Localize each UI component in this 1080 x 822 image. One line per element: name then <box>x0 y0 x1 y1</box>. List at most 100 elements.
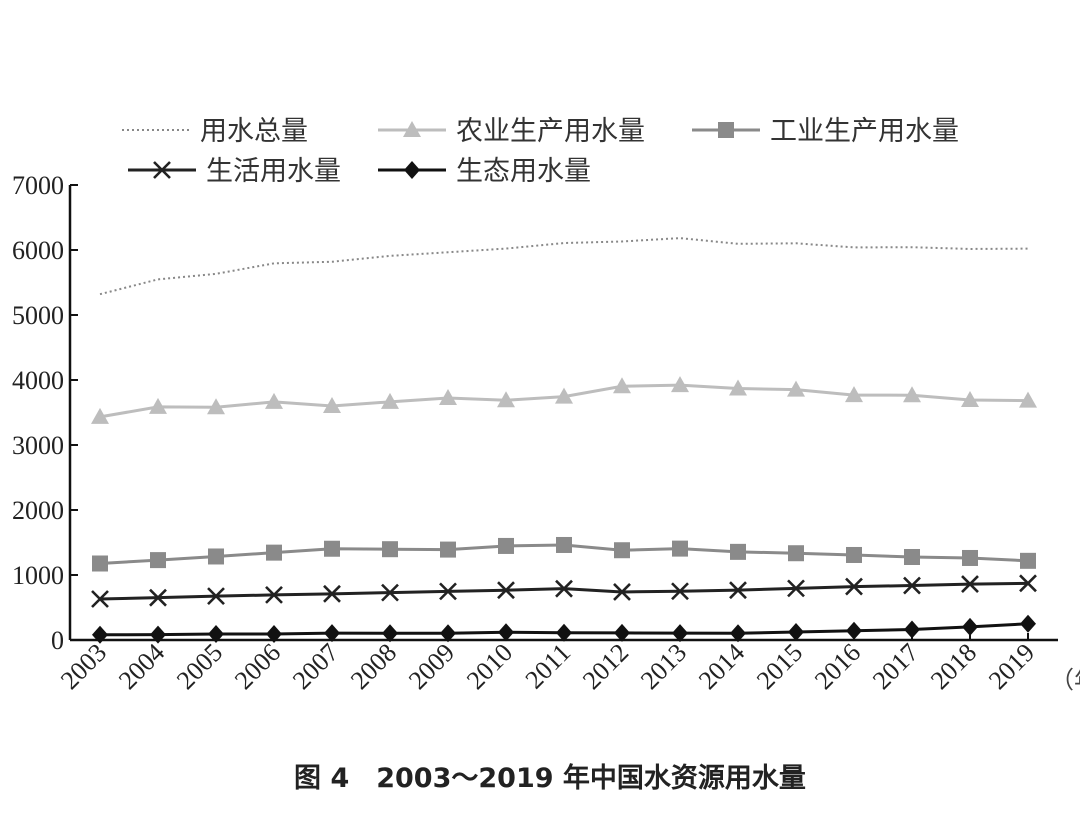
y-tick-label: 7000 <box>12 171 64 200</box>
data-point <box>265 392 283 409</box>
y-tick-label: 3000 <box>12 431 64 460</box>
x-tick-label: 2012 <box>577 638 634 695</box>
legend-label: 生活用水量 <box>206 156 341 187</box>
legend-label: 农业生产用水量 <box>456 116 645 147</box>
y-tick-label: 1000 <box>12 561 64 590</box>
data-point <box>729 379 747 396</box>
data-point <box>208 548 224 565</box>
y-tick-label: 5000 <box>12 301 64 330</box>
data-point <box>787 579 805 598</box>
data-point <box>382 624 398 643</box>
x-tick-label: 2018 <box>925 638 982 695</box>
y-tick-label: 2000 <box>12 496 64 525</box>
data-point <box>440 624 456 643</box>
data-point <box>962 617 978 636</box>
data-point <box>613 583 631 601</box>
series-5 <box>92 614 1036 644</box>
data-point <box>671 376 689 393</box>
data-point <box>1019 391 1037 408</box>
data-point <box>439 582 457 601</box>
x-tick-label: 2006 <box>229 638 286 695</box>
y-tick-label: 4000 <box>12 366 64 395</box>
data-point <box>266 544 282 561</box>
x-tick-label: 2010 <box>461 638 518 695</box>
series-layer <box>91 237 1037 644</box>
data-point <box>788 623 804 642</box>
series-1 <box>99 237 1029 296</box>
data-point <box>904 620 920 639</box>
legend-marker <box>403 121 421 137</box>
data-point <box>556 623 572 642</box>
data-point <box>961 390 979 407</box>
data-point <box>323 397 341 413</box>
data-point <box>265 585 283 604</box>
data-point <box>614 542 630 559</box>
series-line <box>99 581 1029 601</box>
x-tick-label: 2008 <box>345 638 402 695</box>
data-point <box>555 387 573 404</box>
data-point <box>92 625 108 644</box>
data-point <box>845 577 863 596</box>
legend-label: 工业生产用水量 <box>770 116 959 147</box>
data-point <box>497 391 515 408</box>
x-tick-label: 2016 <box>809 638 866 695</box>
data-point <box>556 536 572 553</box>
data-point <box>1020 614 1036 633</box>
data-point <box>266 624 282 643</box>
data-point <box>149 588 167 607</box>
x-tick-label: 2013 <box>635 638 692 695</box>
data-point <box>904 548 920 565</box>
data-point <box>323 584 341 603</box>
data-point <box>207 587 225 606</box>
legend-label: 用水总量 <box>200 116 308 147</box>
data-point <box>672 540 688 557</box>
data-point <box>1019 574 1037 593</box>
data-point <box>903 386 921 403</box>
data-point <box>150 625 166 644</box>
data-point <box>846 546 862 563</box>
x-tick-label: 2017 <box>867 638 924 695</box>
x-tick-label: 2009 <box>403 638 460 695</box>
data-point <box>614 623 630 642</box>
data-point <box>498 537 514 554</box>
data-point <box>730 543 746 560</box>
legend-item: 农业生产用水量 <box>378 116 645 147</box>
y-tick-label: 0 <box>51 626 64 655</box>
data-point <box>91 590 109 608</box>
y-tick-label: 6000 <box>12 236 64 265</box>
data-point <box>149 397 167 414</box>
data-point <box>788 545 804 562</box>
data-point <box>382 541 398 558</box>
data-point <box>962 549 978 566</box>
legend-item: 用水总量 <box>122 116 308 147</box>
legend-item: 生活用水量 <box>128 156 341 187</box>
data-point <box>903 576 921 595</box>
data-point <box>208 624 224 643</box>
data-point <box>207 398 225 415</box>
x-tick-label: 2015 <box>751 638 808 695</box>
data-point <box>92 555 108 572</box>
data-point <box>439 389 457 406</box>
x-tick-label: 2014 <box>693 638 750 695</box>
data-point <box>672 624 688 643</box>
data-point <box>671 582 689 601</box>
series-2 <box>91 376 1037 424</box>
data-point <box>440 541 456 558</box>
legend-marker <box>153 161 171 179</box>
x-tick-label: 2011 <box>520 638 577 695</box>
figure-caption: 图 4 2003～2019 年中国水资源用水量 <box>294 762 806 794</box>
series-4 <box>91 574 1037 608</box>
data-point <box>730 624 746 643</box>
data-point <box>846 621 862 640</box>
legend-item: 生态用水量 <box>378 156 591 187</box>
data-point <box>91 407 109 424</box>
data-point <box>150 552 166 569</box>
data-point <box>787 380 805 397</box>
data-point <box>381 583 399 602</box>
data-point <box>324 624 340 643</box>
data-point <box>1020 552 1036 569</box>
